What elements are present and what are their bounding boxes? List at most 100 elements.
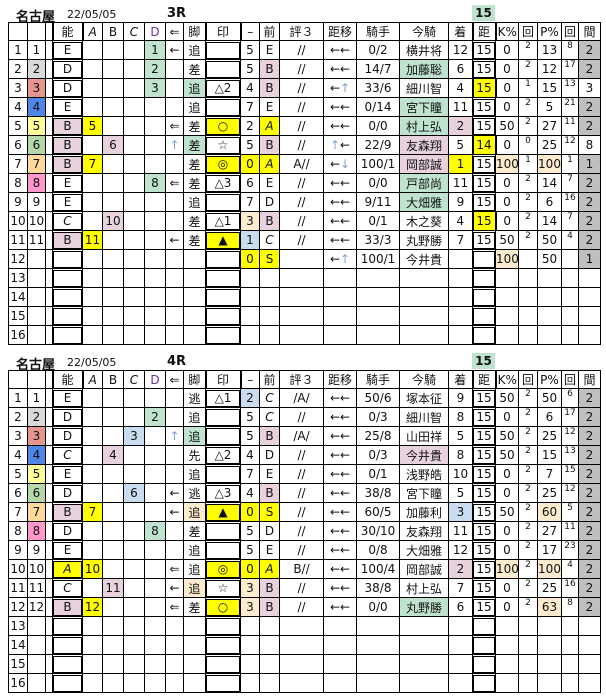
table-row[interactable]: 12 12 B 12 ⇐ 差 ○ 3 B//←← 0/0 丸野勝 6 15 0 2 63 8 2 [8,597,601,617]
jockey-cell [399,306,449,326]
table-row[interactable]: 12 0 S ←↑ 100/1 今井貴 100 50 1 [8,249,601,269]
p-count-cell: 1 [561,154,579,174]
interval-cell: 2 [578,597,601,617]
jockey-record-cell: 33/6 [356,78,400,98]
k-percent-cell: 100 [495,154,519,174]
table-row[interactable]: 10 10 C 10 差 △1 3 B//←← 0/1 木之葵 4 15 0 2 14 7 2 [8,211,601,231]
zen-cell [259,325,280,345]
table-row[interactable]: 6 6 B 6 ↑ 差 ☆ 5 B//↑← 22/9 友森翔 5 14 0 0 25 12 8 [8,135,601,155]
distance-cell: 15 [472,559,496,579]
horse-number-cell: 2 [8,407,28,427]
table-row[interactable]: 8 8 E 8 ⇐ 差 △3 6 E//←← 0/0 戸部尚 11 15 0 2 14 7 2 [8,173,601,193]
table-row[interactable]: 16 [8,325,601,345]
rating-cell: // [279,502,324,522]
col-c-cell [123,464,145,484]
table-row[interactable]: 13 [8,268,601,288]
spacer-cell [45,616,53,636]
table-row[interactable]: 5 5 B 5 ⇐ 差 ○ 2 A//←← 0/0 村上弘 2 15 50 2 27 11 2 [8,116,601,136]
table-row[interactable]: 14 [8,635,601,655]
table-row[interactable]: 4 4 E 追 7 E//←← 0/14 宮下瞳 11 15 0 2 5 21 2 [8,97,601,117]
col-c-cell: 3 [123,426,145,446]
jockey-record-cell [356,287,400,307]
horse-number-cell: 9 [8,540,28,560]
p-count-cell: 13 [561,445,579,465]
mark-box: △3 [206,174,240,192]
table-row[interactable]: 16 [8,673,601,693]
ability-cell [52,616,83,636]
arrow-cell [165,616,184,636]
table-row[interactable]: 7 7 B 7 ← 追 ▲ 0 S//←← 60/5 加藤利 3 15 50 2 60 5 2 [8,502,601,522]
table-row[interactable]: 11 11 C 11 ← 追 ☆ 3 B//←← 38/8 村上弘 7 15 0 2 25 16 2 [8,578,601,598]
distance-change-cell: ←← [323,388,357,408]
table-row[interactable]: 4 4 C 4 先 △2 4 D//←← 0/3 今井貴 8 15 50 2 15 13 2 [8,445,601,465]
arrow-cell [165,287,184,307]
table-row[interactable]: 5 5 E 追 7 E//←← 0/1 浅野皓 10 15 0 2 7 15 2 [8,464,601,484]
k-percent-cell [495,306,519,326]
col-b-cell [102,540,124,560]
table-row[interactable]: 3 3 D 3 ↑ 追 5 B/A/←← 25/8 山田祥 5 15 50 2 25 12 2 [8,426,601,446]
ability-cell: B [52,597,83,617]
p-percent-cell [537,635,562,655]
header-col-a: A [82,22,103,41]
table-row[interactable]: 6 6 D 6 ← 逃 △3 4 B//←← 38/8 宮下瞳 5 15 0 2 25 12 2 [8,483,601,503]
k-count-cell: 2 [518,597,538,617]
header-zen: 前 [259,370,280,389]
k-percent-cell: 0 [495,97,519,117]
running-style-cell: 追 [183,540,206,560]
p-percent-cell: 27 [537,521,562,541]
table-row[interactable]: 1 1 E 1 ← 追 5 E//←← 0/2 横井将 12 15 0 2 13 8 2 [8,40,601,60]
p-percent-cell: 60 [537,502,562,522]
table-row[interactable]: 8 8 D 8 差 5 D//←← 30/10 友森翔 11 15 0 2 27 11 2 [8,521,601,541]
arrow-cell: ← [165,502,184,522]
table-row[interactable]: 13 [8,616,601,636]
table-row[interactable]: 15 [8,306,601,326]
spacer-cell [45,635,53,655]
interval-cell: 2 [578,445,601,465]
mark-box [206,408,240,426]
interval-cell [578,635,601,655]
table-row[interactable]: 10 10 A 10 ⇐ 追 ◎ 0 A B//←← 100/4 岡部誠 2 15 100 2 100 4 2 [8,559,601,579]
col-d-cell [144,306,166,326]
ability-box: D [53,522,82,540]
table-row[interactable]: 14 [8,287,601,307]
distance-box: 15 [473,598,495,616]
mark-cell [205,464,241,484]
col-a-cell [82,325,103,345]
p-count-cell: 12 [561,135,579,155]
p-count-cell [561,673,579,693]
table-row[interactable]: 3 3 D 3 追 △2 4 B//←↑ 33/6 細川智 4 15 0 1 15 13 3 [8,78,601,98]
col-d-cell: 1 [144,40,166,60]
p-count-cell [561,268,579,288]
distance-change-cell: ←← [323,192,357,212]
ability-box [53,636,82,654]
table-row[interactable]: 2 2 D 2 差 5 B//←← 14/7 加藤聡 6 15 0 2 12 17 2 [8,59,601,79]
table-row[interactable]: 2 2 D 2 追 5 C//←← 0/3 細川智 8 15 0 2 6 17 2 [8,407,601,427]
horse-number-cell: 2 [8,59,28,79]
finish-cell: 7 [448,578,473,598]
rating-cell: // [279,597,324,617]
table-row[interactable]: 7 7 B 7 差 ◎ 0 A A//←↓ 100/1 岡部誠 1 15 100 1 100 1 1 [8,154,601,174]
table-row[interactable]: 15 [8,654,601,674]
col-a-cell [82,97,103,117]
p-count-value: 13 [564,79,576,90]
ability-box [53,307,82,325]
finish-cell: 5 [448,426,473,446]
table-row[interactable]: 9 9 E 追 5 E//←← 0/8 大畑雅 12 15 0 2 17 23 2 [8,540,601,560]
col-b-cell [102,59,124,79]
p-count-cell: 11 [561,521,579,541]
interval-cell: 2 [578,97,601,117]
waku-cell: 12 [27,597,46,617]
table-row[interactable]: 11 11 B 11 ← 差 ▲ 1 C//←← 33/3 丸野勝 7 15 50 2 50 4 2 [8,230,601,250]
mark-box: ◎ [206,560,240,578]
distance-change-cell: ←↑ [323,249,357,269]
rating-cell: // [279,173,324,193]
col-b-cell [102,249,124,269]
table-row[interactable]: 9 9 E 追 7 D//←← 9/11 大畑雅 9 15 0 2 6 16 2 [8,192,601,212]
interval-cell: 2 [578,502,601,522]
mark-cell: △2 [205,445,241,465]
finish-cell [448,654,473,674]
ability-cell: B [52,230,83,250]
table-row[interactable]: 1 1 E 逃 △1 2 C/A/←← 50/6 塚本征 9 15 50 2 50 6 2 [8,388,601,408]
ability-box: C [53,212,82,230]
header-spacer [45,22,53,41]
